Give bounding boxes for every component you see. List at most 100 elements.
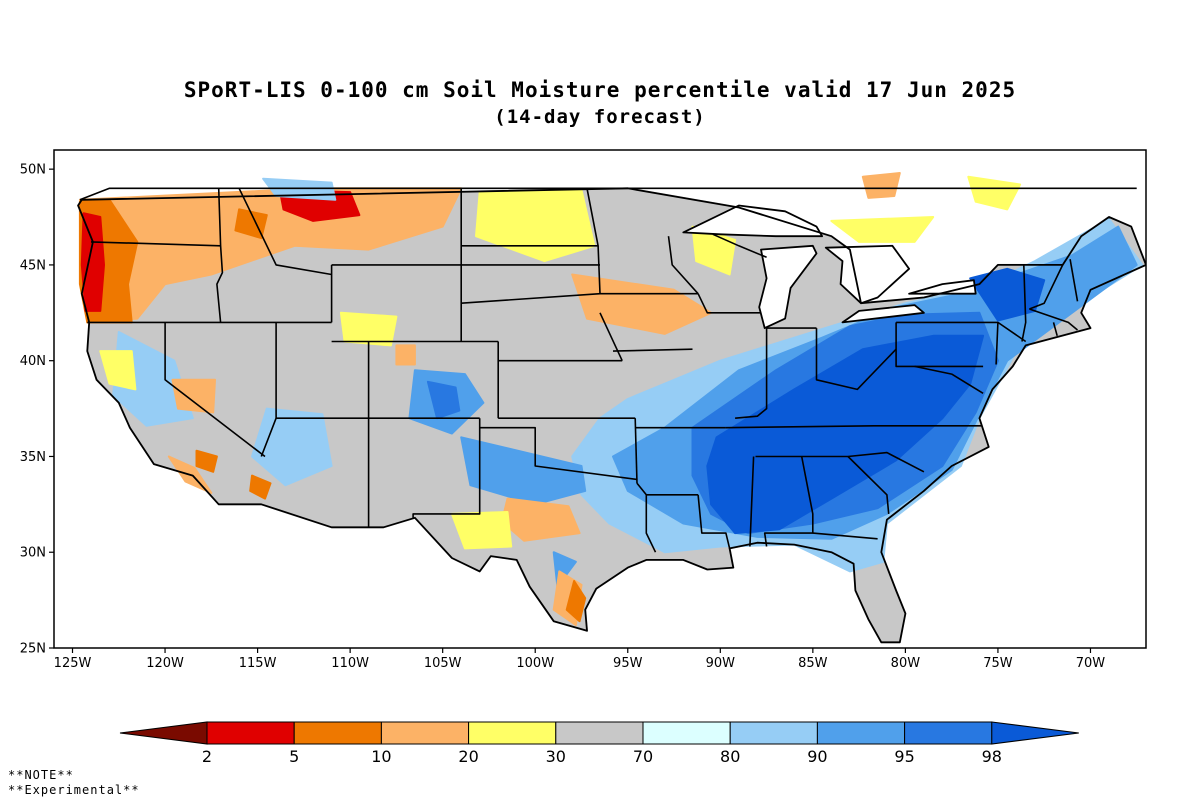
percentile-region — [460, 436, 587, 506]
colorbar-cell — [293, 721, 382, 745]
colorbar: 2 5 10 20 30 70 80 90 95 98 — [119, 721, 1079, 766]
lat-tick-label: 40N — [20, 354, 46, 369]
colorbar-label: 80 — [720, 747, 740, 766]
state-boundary — [612, 348, 693, 352]
state-boundaries-layer — [77, 187, 1146, 644]
lon-tick-label: 80W — [891, 656, 921, 671]
lon-tick-label: 105W — [424, 656, 462, 671]
percentile-region — [861, 172, 901, 199]
colorbar-left-arrow — [119, 721, 208, 745]
colorbar-label: 5 — [289, 747, 299, 766]
percentile-region — [171, 378, 216, 414]
percentile-region — [426, 380, 461, 420]
percentile-region — [195, 449, 218, 473]
colorbar-label: 90 — [807, 747, 827, 766]
colorbar-cell — [729, 721, 818, 745]
colorbar-label: 95 — [894, 747, 914, 766]
percentile-region — [565, 580, 587, 623]
lon-tick-label: 125W — [54, 656, 92, 671]
state-boundary — [847, 455, 890, 514]
lake-shape — [824, 244, 910, 305]
lat-tick-label: 25N — [20, 642, 46, 657]
lat-tick-label: 35N — [20, 450, 46, 465]
percentile-region — [80, 212, 105, 312]
percentile-region — [830, 216, 935, 243]
map-frame — [53, 149, 1147, 649]
state-boundary — [164, 322, 266, 458]
colorbar-cell — [816, 721, 906, 745]
lon-tick-label: 110W — [331, 656, 369, 671]
coastline — [77, 187, 1146, 644]
state-boundary — [735, 328, 768, 419]
state-boundary — [749, 456, 755, 547]
state-boundary — [725, 424, 982, 429]
state-boundary — [636, 482, 657, 553]
map-title: SPoRT-LIS 0-100 cm Soil Moisture percent… — [183, 78, 1017, 102]
state-boundary — [216, 188, 224, 323]
state-boundary — [914, 365, 984, 394]
colorbar-cell — [555, 721, 644, 745]
percentile-region — [339, 311, 398, 347]
state-boundary — [1069, 259, 1079, 302]
colorbar-cell — [206, 721, 295, 745]
colorbar-cell — [468, 721, 557, 745]
state-boundary — [712, 233, 767, 259]
state-boundary — [1052, 322, 1058, 337]
lon-tick-label: 90W — [706, 656, 736, 671]
lon-tick-label: 95W — [613, 656, 643, 671]
lake-shape — [758, 244, 818, 330]
note-label: **NOTE** — [8, 768, 74, 782]
state-boundary — [895, 322, 984, 368]
lon-tick-label: 70W — [1076, 656, 1106, 671]
lake-shape — [841, 304, 925, 324]
percentile-region — [967, 175, 1022, 211]
percentile-region — [395, 344, 416, 366]
state-boundary — [79, 187, 1137, 201]
colorbar-label: 30 — [546, 747, 566, 766]
colorbar-cell — [642, 721, 731, 745]
state-boundary — [815, 328, 897, 391]
state-boundary — [697, 494, 731, 549]
colorbar-cell — [380, 721, 470, 745]
percentile-region — [706, 334, 985, 535]
lat-tick-label: 50N — [20, 163, 46, 178]
lon-tick-label: 115W — [239, 656, 277, 671]
state-boundary — [479, 426, 638, 481]
percentile-region — [99, 350, 137, 391]
colorbar-right-arrow — [991, 721, 1079, 745]
state-boundary — [995, 322, 999, 365]
lat-tick-label: 30N — [20, 546, 46, 561]
state-boundary — [1029, 264, 1064, 310]
colorbar-label: 20 — [458, 747, 478, 766]
lat-tick-label: 45N — [20, 258, 46, 273]
colorbar-label: 10 — [371, 747, 391, 766]
state-boundary — [634, 418, 638, 484]
map-subtitle: (14-day forecast) — [494, 106, 706, 128]
state-boundary — [697, 293, 761, 314]
great-lakes-layer — [682, 204, 977, 330]
state-boundary — [1029, 308, 1079, 331]
state-boundary — [90, 241, 221, 247]
lon-tick-label: 85W — [798, 656, 828, 671]
percentile-region — [450, 511, 513, 550]
colorbar-label: 98 — [982, 747, 1002, 766]
lon-tick-label: 75W — [983, 656, 1013, 671]
colorbar-label: 70 — [633, 747, 653, 766]
colorbar-label: 2 — [202, 747, 212, 766]
lon-tick-label: 100W — [516, 656, 554, 671]
lake-shape — [908, 279, 977, 295]
percentile-region — [249, 474, 272, 500]
axis-layer: 125W 120W 115W 110W 105W 100W 95W 90W 85W 80W 75W 7… — [20, 163, 1106, 671]
state-boundary — [1021, 264, 1027, 342]
state-boundary — [412, 418, 481, 518]
lake-shape — [682, 204, 823, 238]
experimental-label: **Experimental** — [8, 783, 140, 797]
state-boundary — [667, 236, 699, 295]
state-boundary — [812, 532, 878, 540]
state-boundary — [238, 187, 332, 276]
lon-tick-label: 120W — [146, 656, 184, 671]
colorbar-cell — [904, 721, 993, 745]
percentile-region — [571, 273, 713, 335]
state-boundary — [599, 312, 623, 362]
